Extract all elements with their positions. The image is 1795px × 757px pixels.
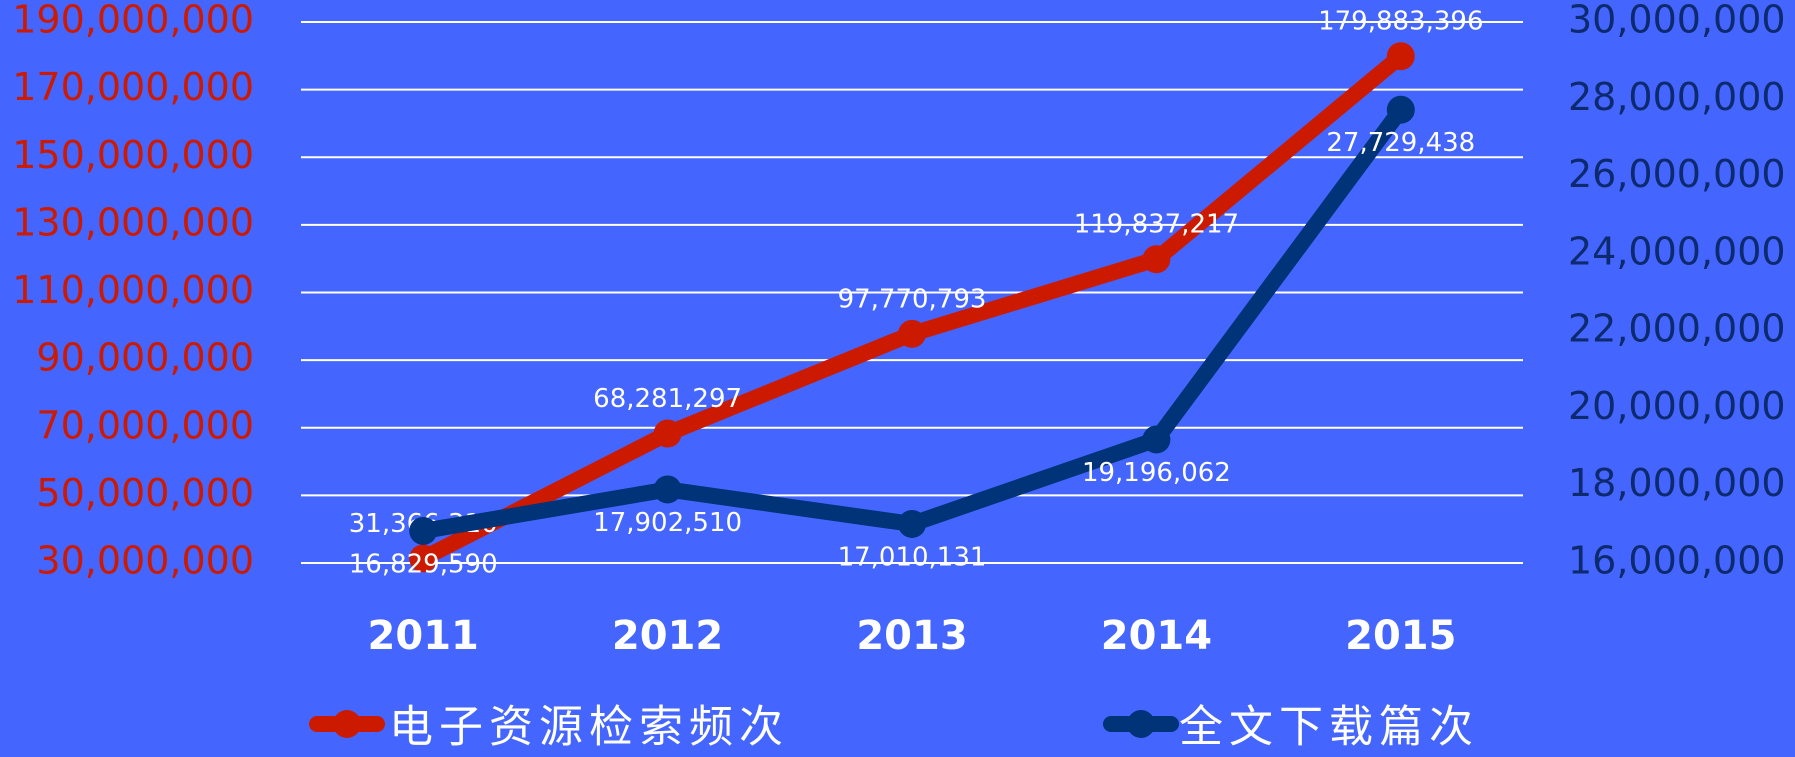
y-tick-label: 150,000,000 <box>12 133 254 177</box>
y2-tick-label: 26,000,000 <box>1568 152 1786 196</box>
y-tick-label: 190,000,000 <box>12 0 254 42</box>
legend-label: 电子资源检索频次 <box>389 702 789 753</box>
data-label: 179,883,396 <box>1318 7 1483 37</box>
point <box>1142 245 1171 274</box>
legend-label: 全文下载篇次 <box>1179 702 1479 753</box>
legend-marker <box>1127 710 1155 738</box>
y-tick-label: 50,000,000 <box>36 471 254 515</box>
data-label: 97,770,793 <box>838 284 987 314</box>
point <box>898 509 926 538</box>
point <box>1142 425 1171 454</box>
point <box>1386 95 1415 124</box>
data-label: 68,281,297 <box>593 384 742 414</box>
y2-tick-label: 20,000,000 <box>1568 384 1786 428</box>
point <box>653 419 682 448</box>
data-label: 17,010,131 <box>838 542 987 572</box>
x-tick-label: 2015 <box>1345 613 1456 659</box>
legend-marker <box>333 710 361 738</box>
y2-tick-label: 24,000,000 <box>1568 229 1786 273</box>
data-label: 17,902,510 <box>593 508 742 538</box>
point <box>409 516 438 545</box>
y2-tick-label: 30,000,000 <box>1568 0 1786 42</box>
y-tick-label: 130,000,000 <box>12 200 254 244</box>
point <box>898 319 926 348</box>
y2-tick-label: 16,000,000 <box>1568 539 1786 583</box>
data-label: 119,837,217 <box>1074 210 1239 240</box>
y2-tick-label: 28,000,000 <box>1568 75 1786 119</box>
x-tick-label: 2012 <box>612 613 723 659</box>
y-tick-label: 170,000,000 <box>12 65 254 109</box>
data-label: 27,729,438 <box>1326 128 1475 158</box>
y-tick-label: 70,000,000 <box>36 403 254 447</box>
x-tick-label: 2014 <box>1101 613 1212 659</box>
data-label: 16,829,590 <box>349 549 498 579</box>
point <box>409 544 438 573</box>
x-tick-label: 2013 <box>856 613 967 659</box>
y-tick-label: 90,000,000 <box>36 336 254 380</box>
point <box>653 475 682 504</box>
y2-tick-label: 22,000,000 <box>1568 307 1786 351</box>
point <box>1386 42 1415 71</box>
y-tick-label: 30,000,000 <box>36 539 254 583</box>
y2-tick-label: 18,000,000 <box>1568 461 1786 505</box>
x-tick-label: 2011 <box>368 613 479 659</box>
y-tick-label: 110,000,000 <box>12 268 254 312</box>
data-label: 19,196,062 <box>1082 458 1231 488</box>
